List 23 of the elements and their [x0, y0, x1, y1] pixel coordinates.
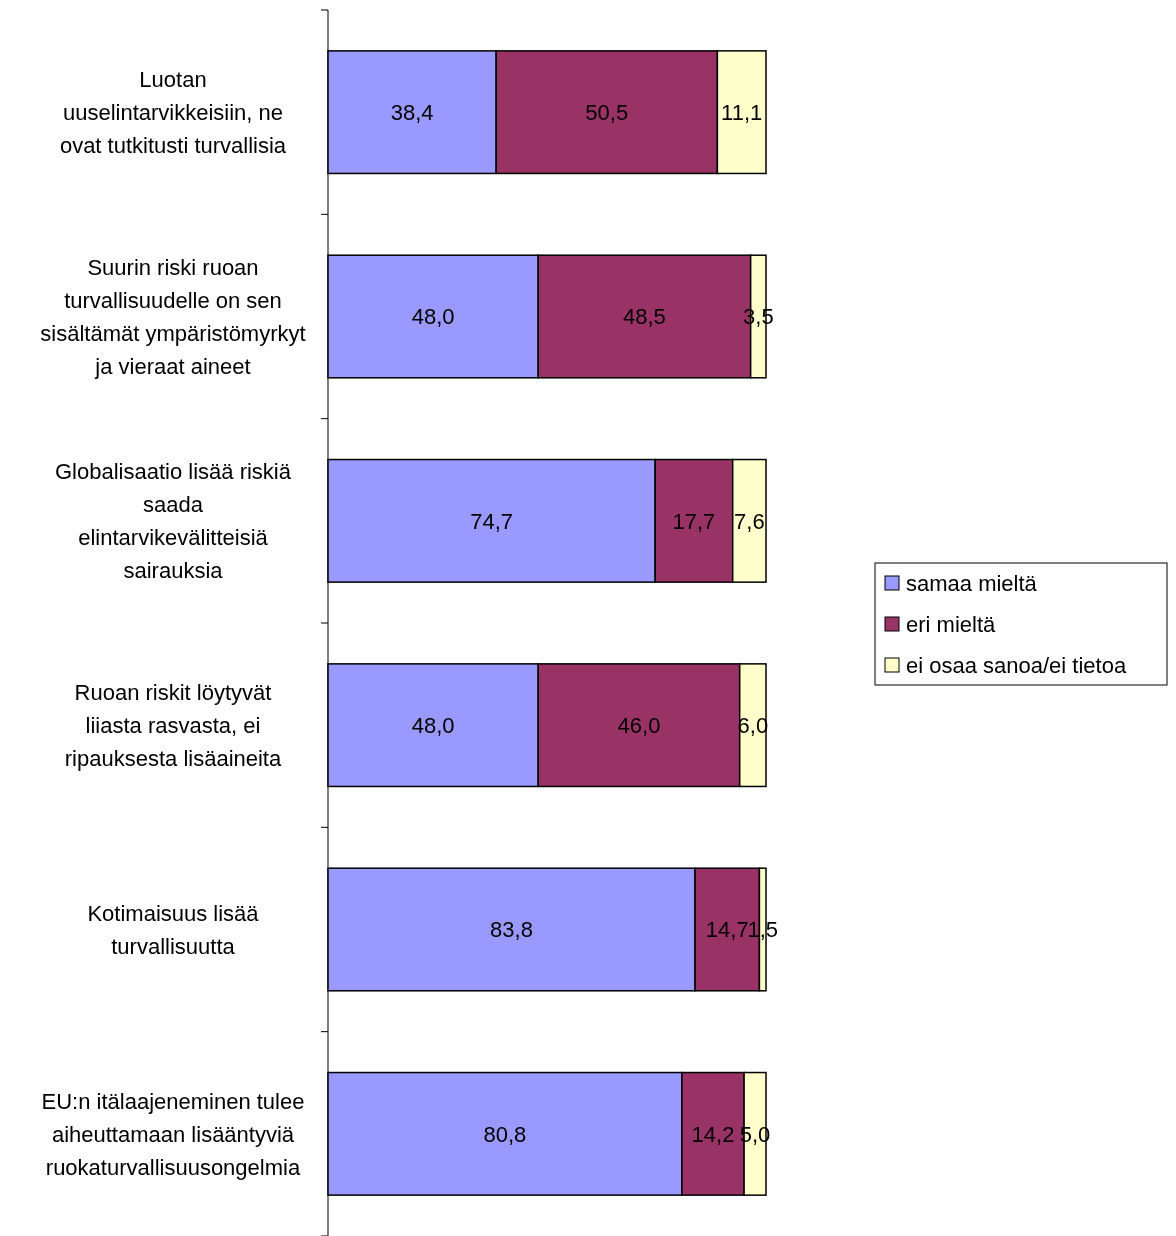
y-tick-label: Luotan uuselintarvikkeisiin, ne ovat tutkitusti turvallisia: [59, 66, 287, 158]
data-label: 14,2: [691, 1121, 735, 1147]
y-tick-label: Kotimaisuus lisää turvallisuutta: [87, 900, 260, 959]
data-label: 48,0: [411, 304, 455, 330]
y-tick-label: Globalisaatio lisää riskiä saada elintarvikevälitteisiä sairauksia: [55, 459, 292, 584]
data-label: 48,0: [411, 712, 455, 738]
data-label: 48,5: [623, 304, 666, 330]
data-label: 14,7: [705, 917, 749, 943]
data-label: 11,1: [721, 99, 763, 125]
data-label: 38,4: [390, 99, 434, 125]
y-tick-label: Ruoan riskit löytyvät liiasta rasvasta, ei ripauksesta lisäaineita: [64, 679, 282, 771]
data-label: 7,6: [734, 508, 765, 534]
data-label: 80,8: [483, 1121, 527, 1147]
data-label: 50,5: [585, 99, 629, 125]
y-tick-label: EU:n itälaajeneminen tulee aiheuttamaan lisääntyviä ruokaturvallisuusongelmia: [41, 1088, 305, 1180]
data-label: 46,0: [617, 712, 661, 738]
legend-label: samaa mieltä: [906, 570, 1038, 596]
data-label: 83,8: [490, 917, 533, 943]
legend-label: eri mieltä: [906, 611, 997, 637]
data-label: 74,7: [470, 508, 514, 534]
y-tick-label: Suurin riski ruoan turvallisuudelle on sen sisältämät ympäristömyrkyt ja vieraat aineet: [40, 254, 306, 379]
data-label: 17,7: [672, 508, 716, 534]
legend-label: ei osaa sanoa/ei tietoa: [906, 652, 1127, 678]
